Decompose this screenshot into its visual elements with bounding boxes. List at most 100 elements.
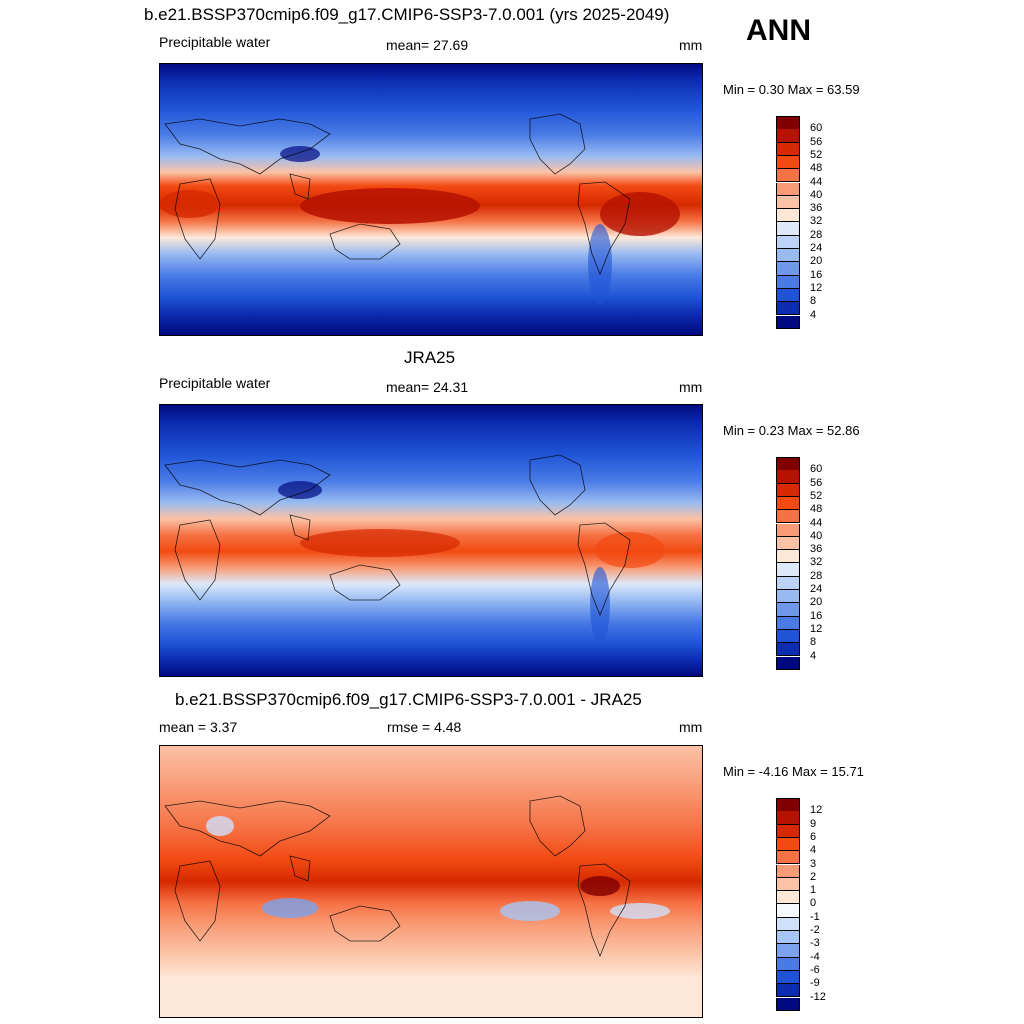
colorbar-box — [776, 603, 800, 617]
colorbar-tick-label: 20 — [810, 255, 823, 268]
panel1-units-label: mm — [679, 37, 703, 53]
colorbar-box — [776, 457, 800, 471]
colorbar-tick-label: 56 — [810, 135, 823, 148]
colorbar-box — [776, 811, 800, 825]
colorbar-tick-label: 32 — [810, 556, 823, 569]
panel1-map-svg — [160, 64, 702, 335]
colorbar-tick-label: 1 — [810, 884, 817, 897]
colorbar-box — [776, 209, 800, 223]
colorbar-box — [776, 656, 800, 670]
colorbar-tick-label: 12 — [810, 804, 823, 817]
colorbar-box — [776, 563, 800, 577]
colorbar-box — [776, 984, 800, 998]
panel3-rmse-label: rmse = 4.48 — [387, 719, 462, 735]
colorbar-box — [776, 629, 800, 644]
colorbar-tick-label: 52 — [810, 489, 823, 502]
colorbar-tick-label: 28 — [810, 569, 823, 582]
colorbar-tick-label: 16 — [810, 609, 823, 622]
colorbar-box — [776, 970, 800, 985]
panel3-map-svg — [160, 746, 702, 1017]
colorbar-box — [776, 824, 800, 838]
season-label: ANN — [746, 14, 811, 47]
colorbar-box — [776, 222, 800, 236]
colorbar-box — [776, 249, 800, 263]
colorbar-box — [776, 235, 800, 249]
colorbar-tick-label: 48 — [810, 503, 823, 516]
colorbar-box — [776, 275, 800, 289]
colorbar-tick-label: 2 — [810, 870, 817, 883]
main-title: b.e21.BSSP370cmip6.f09_g17.CMIP6-SSP3-7.… — [144, 5, 670, 24]
colorbar-box — [776, 576, 800, 590]
colorbar-box — [776, 169, 800, 183]
colorbar-box — [776, 891, 800, 905]
colorbar-tick-label: 0 — [810, 897, 817, 910]
colorbar-box — [776, 851, 800, 865]
colorbar-box — [776, 315, 800, 329]
colorbar-box — [776, 302, 800, 316]
colorbar-tick-label: -1 — [810, 910, 820, 923]
colorbar-tick-label: 8 — [810, 636, 817, 649]
colorbar-tick-label: 60 — [810, 463, 823, 476]
colorbar-tick-label: 4 — [810, 649, 817, 662]
colorbar-tick-label: -3 — [810, 937, 820, 950]
colorbar-tick-label: 24 — [810, 583, 823, 595]
panel3-mean-label: mean = 3.37 — [159, 719, 238, 735]
colorbar-tick-label: -6 — [810, 963, 820, 976]
colorbar-tick-label: 28 — [810, 228, 823, 241]
colorbar-box — [776, 470, 800, 484]
colorbar-box — [776, 510, 800, 524]
panel1-variable-label: Precipitable water — [159, 34, 271, 50]
panel2-map-svg — [160, 405, 702, 676]
panel3-units-label: mm — [679, 719, 703, 735]
colorbar-box — [776, 957, 800, 971]
colorbar-tick-label: 48 — [810, 162, 823, 175]
colorbar-tick-label: 32 — [810, 215, 823, 228]
colorbar-tick-label: 44 — [810, 516, 823, 529]
colorbar-tick-label: -4 — [810, 950, 820, 963]
colorbar-box — [776, 931, 800, 945]
colorbar-box — [776, 590, 800, 604]
panel3-minmax: Min = -4.16 Max = 15.71 — [723, 764, 864, 779]
panel2-map — [159, 404, 703, 677]
colorbar-box — [776, 643, 800, 657]
colorbar-box — [776, 288, 800, 303]
colorbar-tick-label: 40 — [810, 529, 823, 542]
colorbar-box — [776, 997, 800, 1011]
panel2-title: JRA25 — [404, 348, 456, 367]
colorbar-tick-label: 9 — [810, 817, 817, 830]
colorbar-box — [776, 944, 800, 958]
colorbar-tick-label: 20 — [810, 596, 823, 609]
colorbar-box — [776, 142, 800, 156]
colorbar-tick-label: 36 — [810, 202, 823, 215]
colorbar-box — [776, 837, 800, 852]
colorbar-box — [776, 129, 800, 143]
colorbar-tick-label: 60 — [810, 122, 823, 135]
panel1-mean-label: mean= 27.69 — [386, 37, 469, 53]
colorbar-tick-label: 56 — [810, 476, 823, 489]
colorbar-tick-label: 36 — [810, 543, 823, 556]
colorbar-tick-label: 44 — [810, 175, 823, 188]
colorbar-tick-label: -9 — [810, 977, 820, 990]
colorbar-box — [776, 904, 800, 918]
panel2-variable-label: Precipitable water — [159, 375, 271, 391]
colorbar-box — [776, 550, 800, 564]
colorbar-tick-label: 3 — [810, 857, 817, 870]
panel3-map — [159, 745, 703, 1018]
colorbar-tick-label: -12 — [810, 990, 826, 1003]
colorbar-box — [776, 182, 800, 196]
panel1-minmax: Min = 0.30 Max = 63.59 — [723, 82, 860, 97]
colorbar-box — [776, 116, 800, 130]
colorbar-box — [776, 536, 800, 551]
colorbar-tick-label: 6 — [810, 830, 817, 843]
colorbar-tick-label: 24 — [810, 242, 823, 254]
colorbar-box — [776, 616, 800, 630]
colorbar-tick-label: 12 — [810, 622, 823, 635]
colorbar-tick-label: 40 — [810, 188, 823, 201]
colorbar-box — [776, 496, 800, 511]
colorbar-box — [776, 195, 800, 210]
colorbar-tick-label: 8 — [810, 295, 817, 308]
colorbar-box — [776, 917, 800, 931]
colorbar-box — [776, 155, 800, 170]
panel1-map — [159, 63, 703, 336]
colorbar-tick-label: 4 — [810, 308, 817, 321]
